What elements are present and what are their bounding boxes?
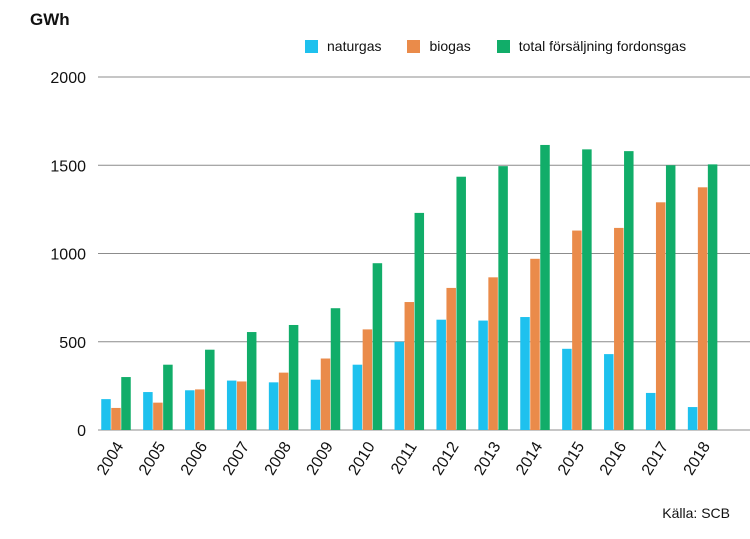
bar-naturgas-2004 (101, 399, 111, 430)
y-tick-labels: 0 500 1000 1500 2000 (50, 70, 86, 440)
bar-total-försäljning-fordonsgas-2016 (624, 151, 634, 430)
bar-biogas-2016 (614, 227, 624, 430)
source-note: Källa: SCB (662, 505, 730, 521)
legend: naturgas biogas total försäljning fordon… (305, 38, 686, 54)
legend-swatch-biogas (407, 39, 421, 53)
bar-total-försäljning-fordonsgas-2018 (707, 164, 718, 430)
bar-total-försäljning-fordonsgas-2009 (330, 308, 341, 430)
bar-total-försäljning-fordonsgas-2004 (121, 377, 131, 430)
x-tick-label-2006: 2006 (178, 439, 211, 478)
bar-total-försäljning-fordonsgas-2017 (665, 165, 676, 430)
x-tick-label-2017: 2017 (639, 439, 672, 478)
bar-naturgas-2011 (394, 341, 405, 430)
bar-total-försäljning-fordonsgas-2013 (498, 166, 508, 430)
x-tick-label-2004: 2004 (94, 439, 127, 478)
y-tick-label-500: 500 (59, 335, 86, 352)
y-axis-unit-label: GWh (30, 10, 70, 29)
legend-label-total: total försäljning fordonsgas (518, 38, 687, 54)
bar-naturgas-2010 (352, 364, 363, 430)
bar-total-försäljning-fordonsgas-2007 (246, 332, 257, 430)
bar-biogas-2007 (236, 381, 247, 430)
bar-total-försäljning-fordonsgas-2011 (414, 212, 425, 430)
x-tick-label-2016: 2016 (597, 439, 630, 478)
x-tick-label-2013: 2013 (471, 439, 504, 478)
legend-item-naturgas: naturgas (305, 38, 381, 54)
bar-naturgas-2006 (185, 390, 195, 430)
x-tick-label-2007: 2007 (220, 439, 253, 478)
bar-naturgas-2007 (226, 380, 237, 430)
bar-naturgas-2008 (268, 382, 279, 430)
bar-naturgas-2014 (520, 317, 530, 430)
bar-naturgas-2012 (436, 319, 446, 430)
bar-naturgas-2005 (143, 392, 153, 430)
x-tick-label-2005: 2005 (136, 439, 169, 478)
bar-biogas-2017 (655, 202, 666, 430)
bar-naturgas-2015 (562, 348, 572, 430)
bar-biogas-2011 (404, 302, 415, 430)
bar-total-försäljning-fordonsgas-2014 (540, 144, 550, 430)
y-tick-label-2000: 2000 (50, 70, 86, 87)
bar-total-försäljning-fordonsgas-2010 (372, 263, 383, 430)
x-tick-label-2015: 2015 (555, 439, 588, 478)
bar-biogas-2006 (195, 389, 205, 430)
bar-biogas-2012 (446, 287, 456, 430)
legend-label-naturgas: naturgas (327, 38, 382, 54)
bar-biogas-2014 (530, 258, 540, 430)
bar-total-försäljning-fordonsgas-2015 (582, 149, 592, 431)
bar-biogas-2004 (111, 407, 121, 430)
bar-biogas-2005 (153, 402, 163, 430)
bar-naturgas-2017 (645, 392, 656, 430)
legend-swatch-naturgas (305, 39, 318, 53)
x-tick-label-2008: 2008 (262, 439, 295, 478)
bar-naturgas-2009 (310, 379, 321, 430)
bar-total-försäljning-fordonsgas-2012 (456, 176, 466, 430)
legend-item-biogas: biogas (407, 38, 471, 54)
legend-label-biogas: biogas (429, 38, 471, 54)
x-tick-label-2018: 2018 (681, 439, 714, 478)
x-tick-label-2011: 2011 (388, 439, 421, 477)
x-tick-label-2009: 2009 (304, 439, 337, 478)
y-tick-label-1500: 1500 (50, 158, 86, 175)
y-tick-label-1000: 1000 (50, 247, 86, 264)
y-tick-label-0: 0 (77, 423, 86, 440)
bar-biogas-2013 (488, 277, 498, 430)
bar-total-försäljning-fordonsgas-2005 (163, 364, 173, 430)
bar-biogas-2018 (697, 187, 708, 430)
bar-naturgas-2016 (604, 354, 614, 430)
x-tick-label-2010: 2010 (346, 439, 379, 478)
x-tick-label-2014: 2014 (513, 439, 546, 478)
bar-naturgas-2013 (478, 320, 488, 430)
legend-item-total: total försäljning fordonsgas (496, 38, 687, 54)
bar-biogas-2008 (278, 372, 289, 430)
bar-biogas-2010 (362, 329, 373, 430)
bar-total-försäljning-fordonsgas-2006 (205, 349, 215, 430)
x-tick-labels: 2004 2005 2006 2007 2008 2009 2010 2011 2012 2013… (94, 439, 714, 478)
legend-swatch-total (496, 39, 510, 53)
x-tick-label-2012: 2012 (429, 439, 462, 478)
bar-naturgas-2018 (687, 407, 698, 430)
bars (101, 144, 718, 431)
bar-biogas-2015 (572, 230, 582, 430)
bar-biogas-2009 (320, 358, 331, 430)
bar-total-försäljning-fordonsgas-2008 (288, 324, 299, 430)
